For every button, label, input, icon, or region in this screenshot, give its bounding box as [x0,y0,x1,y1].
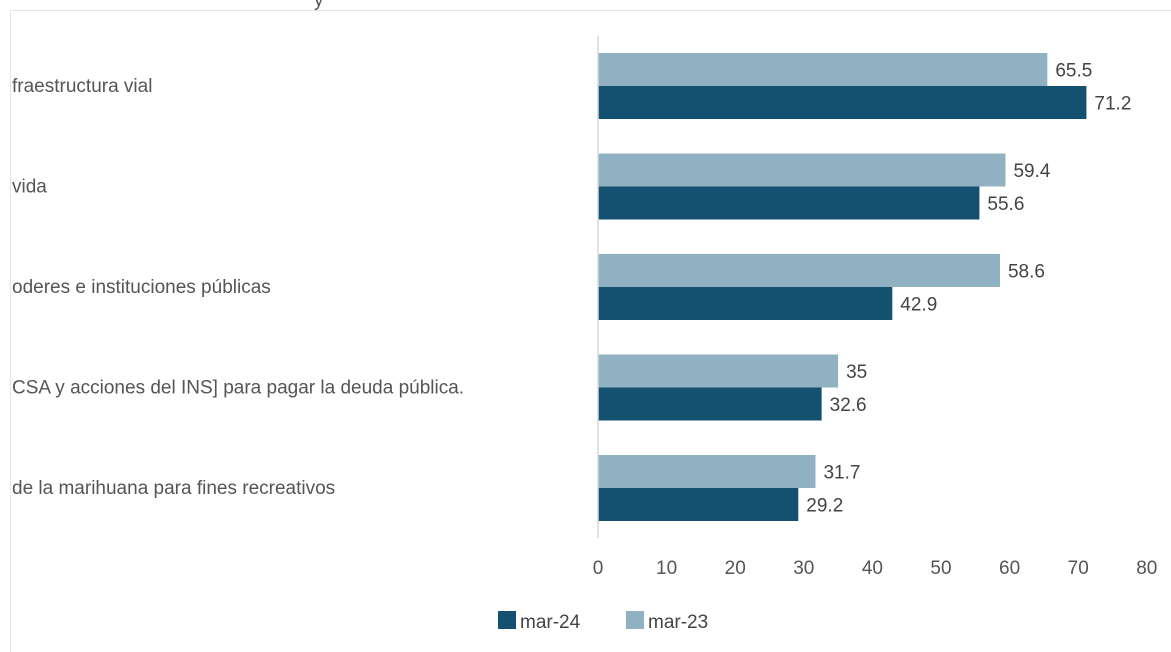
bar-mar-24 [598,86,1087,119]
data-label: 32.6 [830,395,867,416]
x-tick-labels: 0 10 20 30 40 50 60 70 80 [593,558,1158,579]
data-label: 42.9 [900,295,937,316]
clipped-title-fragment: y [314,0,324,11]
legend-label: mar-24 [520,612,581,633]
bar-mar-24 [598,287,893,320]
bar-mar-23 [598,455,816,488]
x-tick-label: 30 [793,558,814,579]
x-tick-label: 40 [862,558,883,579]
x-tick-label: 60 [999,558,1020,579]
chart-frame [10,10,1171,652]
data-label: 71.2 [1094,94,1131,115]
category-label: vida [12,177,47,198]
bar-mar-23 [598,354,839,388]
category-label: oderes e instituciones públicas [12,277,271,298]
legend-swatch [626,611,644,629]
data-label: 55.6 [987,194,1024,215]
category-label: CSA y acciones del INS] para pagar la de… [12,378,464,399]
legend-label: mar-23 [648,612,708,633]
data-label: 65.5 [1055,61,1092,82]
data-label: 31.7 [823,463,860,484]
x-tick-label: 70 [1068,558,1089,579]
legend-swatch [498,611,516,629]
data-label: 58.6 [1008,262,1045,283]
data-label: 59.4 [1013,161,1050,182]
bar-mar-23 [598,254,1000,287]
bar-mar-23 [598,153,1006,187]
data-labels: 65.571.2 59.4 55.6 58.6 42.9 35 32.6 31.7 29.2 [806,61,1131,517]
x-tick-label: 20 [725,558,746,579]
x-tick-label: 50 [930,558,951,579]
category-label: de la marihuana para fines recreativos [12,478,335,499]
bar-mar-24 [598,387,822,421]
bars [598,53,1087,521]
x-tick-label: 80 [1136,558,1157,579]
x-tick-label: 10 [656,558,677,579]
bar-mar-24 [598,488,799,521]
category-label: fraestructura vial [12,76,152,97]
legend: mar-24 mar-23 [498,611,708,633]
data-label: 35 [846,362,867,383]
category-labels: fraestructura vial vida oderes e instituci… [12,76,464,499]
data-label: 29.2 [806,496,843,517]
bar-mar-24 [598,186,980,220]
bar-mar-23 [598,53,1048,86]
x-tick-label: 0 [593,558,604,579]
